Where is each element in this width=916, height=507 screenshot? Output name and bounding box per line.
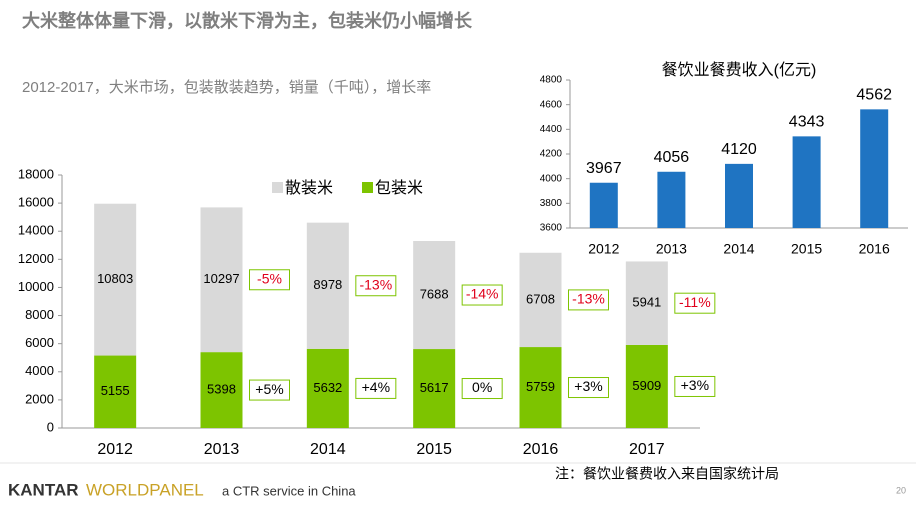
y-tick-label: 4200 bbox=[540, 149, 563, 160]
y-tick-label: 0 bbox=[47, 419, 54, 434]
y-tick-label: 3600 bbox=[540, 223, 563, 234]
value-label: 5398 bbox=[207, 382, 236, 397]
bar-segment bbox=[519, 347, 562, 428]
value-label: 8978 bbox=[313, 277, 342, 292]
bar bbox=[589, 182, 618, 228]
bar-segment bbox=[625, 344, 668, 428]
x-tick-label: 2014 bbox=[310, 441, 346, 458]
value-label: 5759 bbox=[526, 379, 555, 394]
y-tick-label: 4600 bbox=[540, 99, 563, 110]
change-label: -13% bbox=[572, 291, 605, 307]
y-tick-label: 18000 bbox=[18, 166, 54, 181]
change-box bbox=[674, 375, 716, 397]
legend-swatch bbox=[272, 182, 283, 193]
change-label: 0% bbox=[472, 379, 492, 395]
chart-title: 餐饮业餐费收入(亿元) bbox=[662, 61, 817, 79]
change-label: +3% bbox=[681, 377, 709, 393]
change-box bbox=[249, 379, 290, 401]
bar-segment bbox=[200, 352, 243, 428]
bar-segment bbox=[200, 207, 243, 353]
value-label: 4562 bbox=[856, 87, 892, 104]
y-tick-label: 3800 bbox=[540, 198, 563, 209]
value-label: 6708 bbox=[526, 291, 555, 306]
value-label: 4056 bbox=[654, 149, 690, 166]
x-tick-label: 2017 bbox=[629, 441, 665, 458]
bar bbox=[860, 109, 889, 228]
page-number: 20 bbox=[896, 485, 906, 495]
legend-swatch bbox=[362, 182, 373, 193]
legend-label: 包装米 bbox=[375, 179, 423, 197]
change-label: -13% bbox=[359, 276, 392, 292]
brand-product: WORLDPANEL bbox=[86, 480, 204, 499]
bar-segment bbox=[306, 222, 349, 349]
bar-segment bbox=[413, 240, 456, 350]
value-label: 5909 bbox=[632, 378, 661, 393]
subtitle: 2012-2017，大米市场，包装散装趋势，销量（千吨），增长率 bbox=[22, 79, 431, 96]
change-label: +3% bbox=[574, 378, 602, 394]
y-tick-label: 8000 bbox=[25, 307, 54, 322]
value-label: 3967 bbox=[586, 160, 622, 177]
x-tick-label: 2013 bbox=[656, 241, 687, 257]
x-tick-label: 2012 bbox=[97, 441, 133, 458]
x-tick-label: 2012 bbox=[588, 241, 619, 257]
bar-segment bbox=[306, 348, 349, 428]
x-tick-label: 2014 bbox=[723, 241, 754, 257]
bar-segment bbox=[94, 203, 137, 356]
bar-segment bbox=[413, 349, 456, 428]
change-box bbox=[461, 378, 503, 400]
value-label: 5941 bbox=[632, 295, 661, 310]
change-label: -5% bbox=[257, 270, 282, 286]
value-label: 10297 bbox=[203, 271, 239, 286]
bar bbox=[657, 171, 686, 228]
y-tick-label: 2000 bbox=[25, 391, 54, 406]
change-box bbox=[355, 377, 397, 399]
brand: KANTAR bbox=[8, 480, 79, 499]
x-tick-label: 2016 bbox=[523, 441, 559, 458]
value-label: 5617 bbox=[420, 380, 449, 395]
change-box bbox=[568, 377, 609, 399]
value-label: 4120 bbox=[721, 141, 757, 158]
y-tick-label: 12000 bbox=[18, 251, 54, 266]
legend-label: 散装米 bbox=[285, 179, 333, 197]
y-tick-label: 4800 bbox=[540, 75, 563, 86]
y-tick-label: 4400 bbox=[540, 124, 563, 135]
slide-title: 大米整体体量下滑，以散米下滑为主，包装米仍小幅增长 bbox=[22, 10, 473, 31]
bar-segment bbox=[519, 252, 562, 348]
y-tick-label: 4000 bbox=[540, 173, 563, 184]
change-box bbox=[674, 292, 716, 314]
bar bbox=[792, 136, 821, 228]
change-box bbox=[249, 269, 290, 291]
change-label: -11% bbox=[679, 294, 711, 310]
y-tick-label: 10000 bbox=[18, 279, 54, 294]
x-tick-label: 2013 bbox=[204, 441, 240, 458]
x-tick-label: 2015 bbox=[791, 241, 822, 257]
change-label: +5% bbox=[255, 381, 283, 397]
charts: 0 2000 4000 6000 8000 10000 12000 14000 16000 180… bbox=[18, 61, 908, 458]
y-tick-label: 16000 bbox=[18, 195, 54, 210]
value-label: 4343 bbox=[789, 114, 825, 131]
change-box bbox=[355, 275, 397, 297]
tagline: a CTR service in China bbox=[222, 483, 356, 498]
change-label: -14% bbox=[466, 286, 499, 302]
change-box bbox=[568, 289, 609, 311]
x-tick-label: 2016 bbox=[859, 241, 890, 257]
footnote: 注：餐饮业餐费收入来自国家统计局 bbox=[555, 466, 779, 482]
value-label: 5155 bbox=[101, 383, 130, 398]
y-tick-label: 14000 bbox=[18, 223, 54, 238]
value-label: 10803 bbox=[97, 271, 133, 286]
bar-segment bbox=[625, 261, 668, 345]
bar bbox=[725, 163, 753, 228]
value-label: 5632 bbox=[313, 380, 342, 395]
change-label: +4% bbox=[362, 379, 390, 395]
bar-segment bbox=[94, 355, 137, 428]
y-tick-label: 6000 bbox=[25, 335, 54, 350]
y-tick-label: 4000 bbox=[25, 363, 54, 378]
change-box bbox=[461, 284, 503, 306]
value-label: 7688 bbox=[420, 286, 449, 301]
inset-panel bbox=[532, 58, 916, 266]
x-tick-label: 2015 bbox=[416, 441, 452, 458]
